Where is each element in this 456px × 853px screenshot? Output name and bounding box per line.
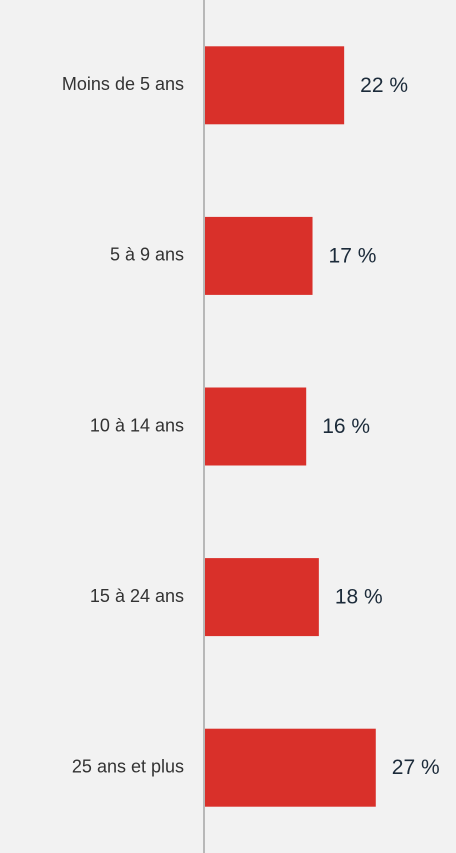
value-label: 17 % (329, 244, 377, 267)
bar (205, 46, 345, 125)
y-tick-label: 15 à 24 ans (90, 586, 184, 606)
bar (205, 728, 376, 807)
value-label: 27 % (392, 756, 440, 779)
value-label: 18 % (335, 586, 383, 609)
y-tick-label: 5 à 9 ans (110, 245, 184, 265)
bar (205, 387, 307, 466)
bar (205, 216, 313, 295)
bar (205, 558, 319, 637)
y-tick-label: 10 à 14 ans (90, 415, 184, 435)
y-tick-label: Moins de 5 ans (62, 74, 184, 94)
value-label: 22 % (360, 74, 408, 97)
value-label: 16 % (322, 415, 370, 438)
y-tick-label: 25 ans et plus (72, 756, 184, 776)
